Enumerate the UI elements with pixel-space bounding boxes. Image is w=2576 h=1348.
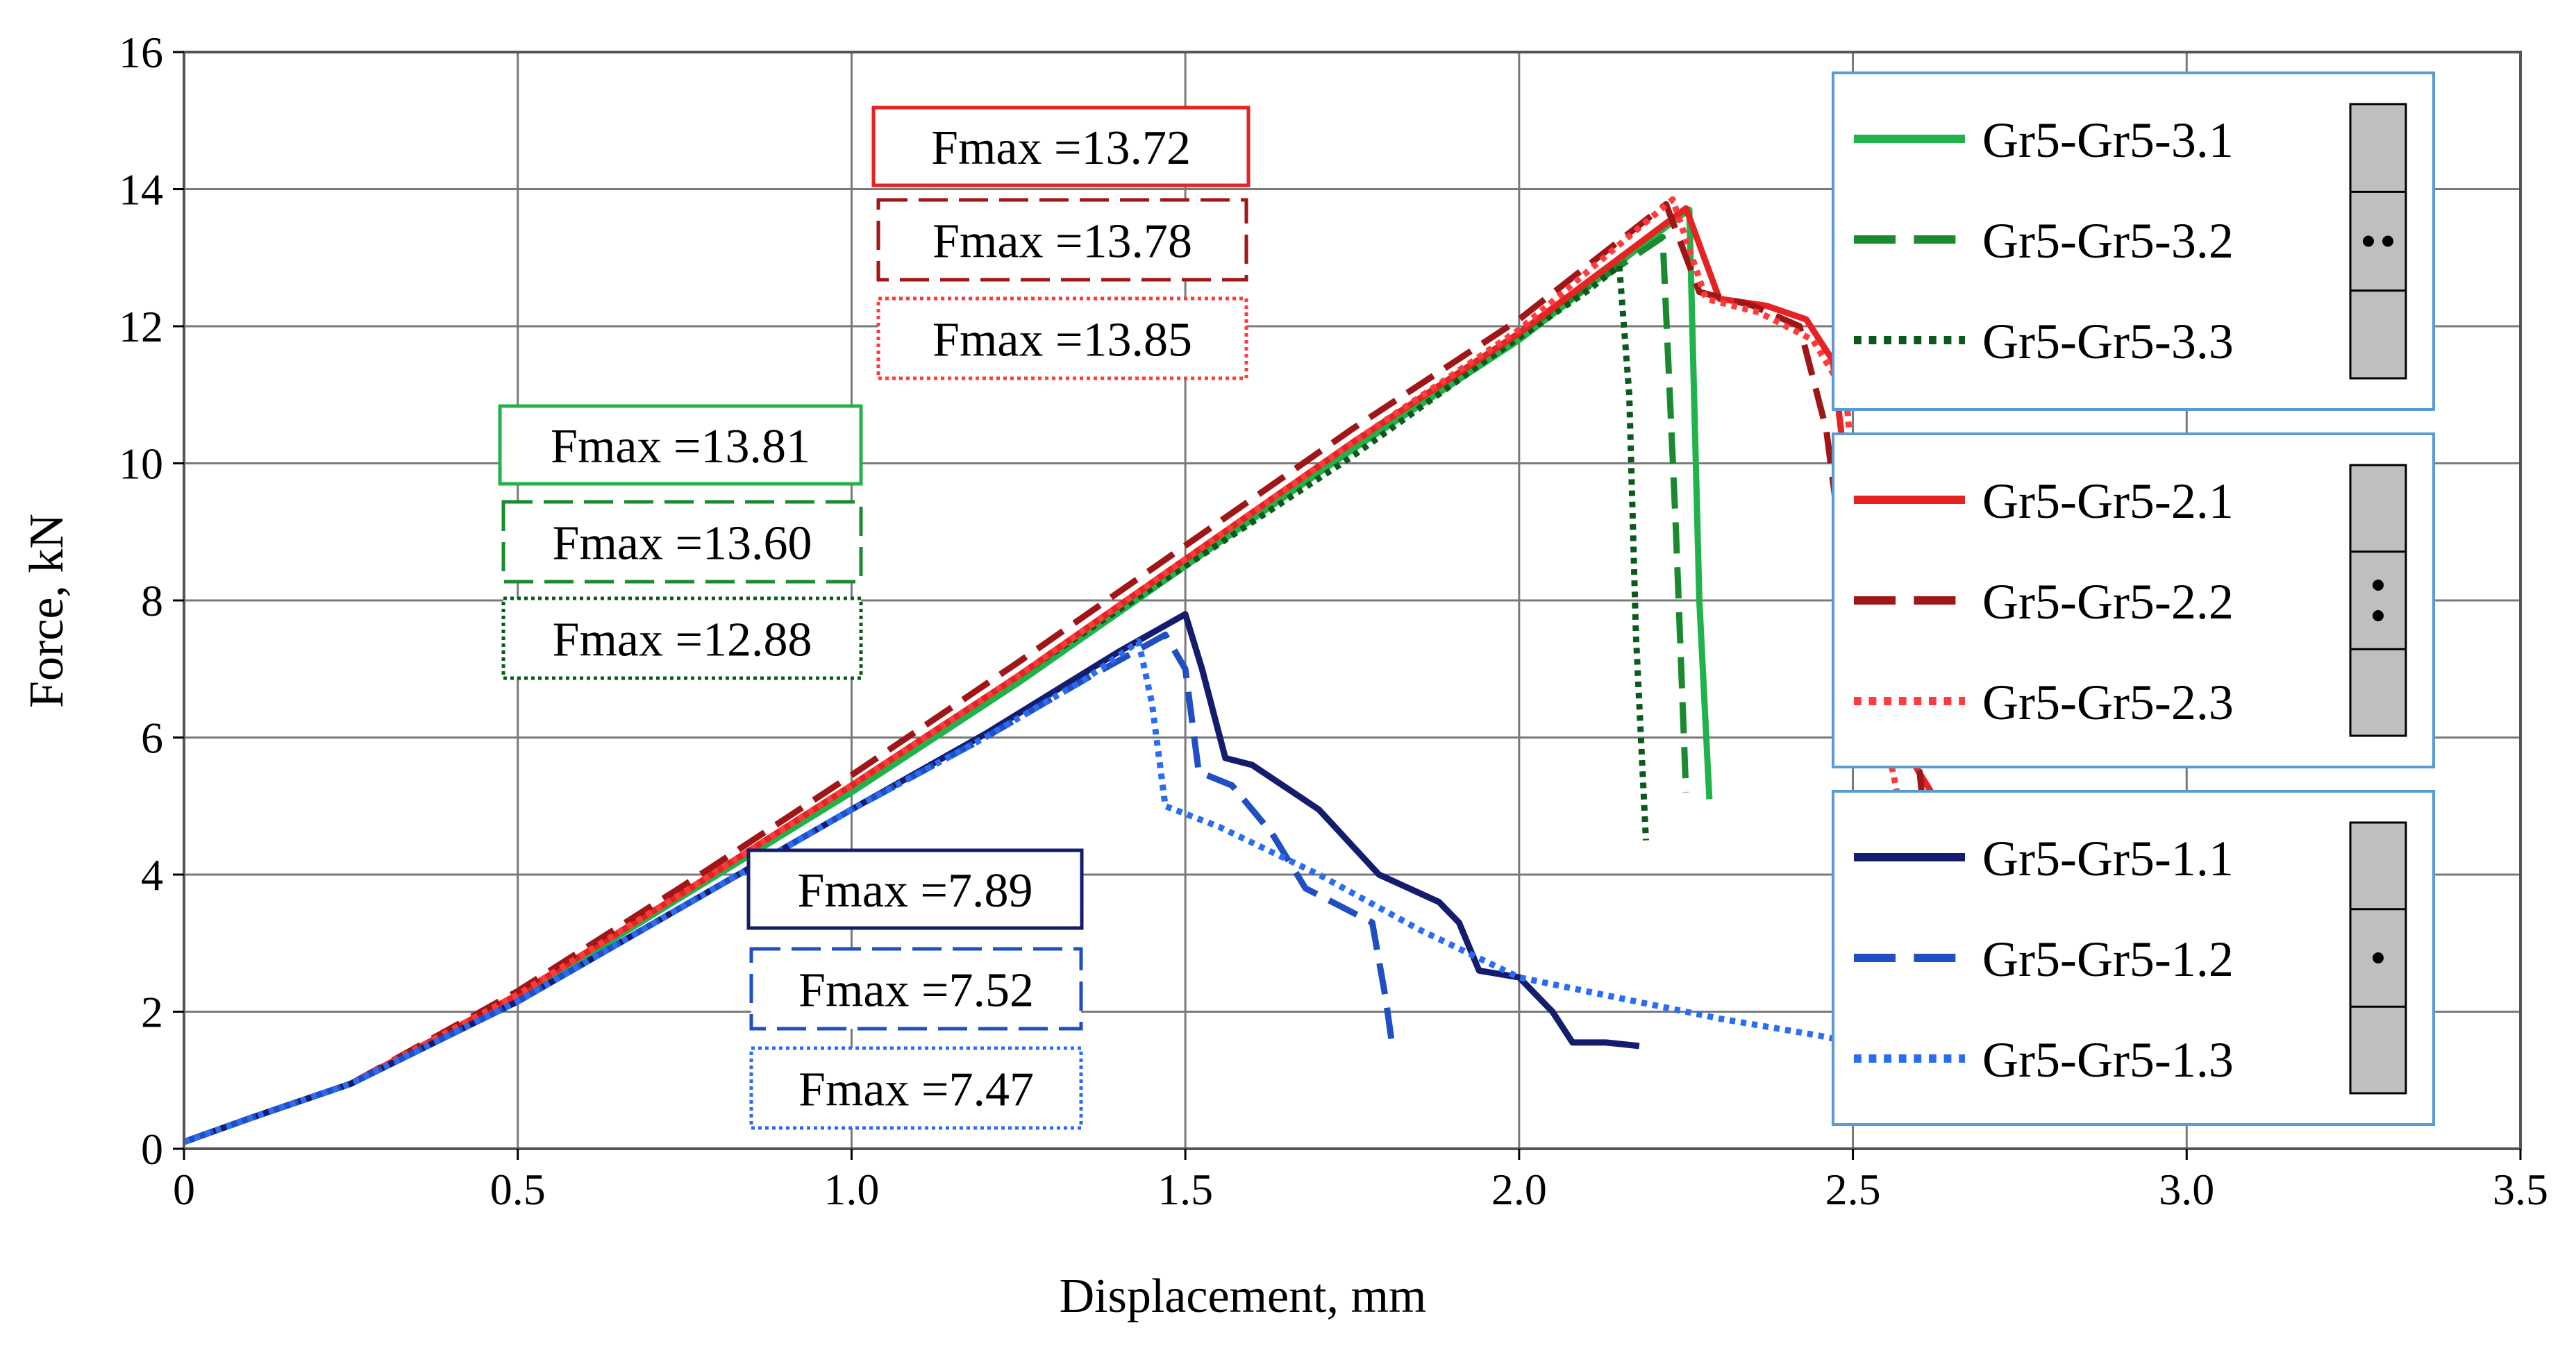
fmax-annotation: Fmax =13.60 <box>501 500 863 584</box>
x-tick-label: 1.0 <box>823 1165 879 1214</box>
fmax-annotation: Fmax =13.81 <box>498 404 863 486</box>
y-tick-label: 16 <box>119 28 163 77</box>
fmax-label: Fmax =12.88 <box>553 614 812 667</box>
axes: 0 0.5 1.0 1.5 2.0 2.5 3.0 3.5 0 2 4 6 8 10 12 14 16 <box>119 28 2548 1214</box>
x-tick-label: 2.5 <box>1825 1165 1881 1214</box>
x-tick-label: 1.5 <box>1157 1165 1213 1214</box>
fmax-box <box>501 500 863 584</box>
legend-label: Gr5-Gr5-1.1 <box>1982 831 2234 886</box>
fmax-label: Fmax =13.78 <box>932 215 1192 269</box>
legend-label: Gr5-Gr5-2.1 <box>1982 473 2234 529</box>
fmax-annotation: Fmax =7.89 <box>746 848 1084 930</box>
specimen-icon <box>2349 103 2407 380</box>
fmax-label: Fmax =7.52 <box>798 964 1034 1018</box>
legend-group: Gr5-Gr5-1.1 Gr5-Gr5-1.2 Gr5-Gr5-1.3 <box>1832 790 2435 1126</box>
fmax-label: Fmax =7.47 <box>798 1063 1034 1117</box>
fmax-box <box>501 596 863 680</box>
fmax-label: Fmax =13.85 <box>932 314 1192 367</box>
fmax-annotation: Fmax =13.85 <box>876 296 1248 380</box>
y-tick-label: 12 <box>119 302 163 351</box>
x-tick-label: 2.0 <box>1491 1165 1547 1214</box>
x-tick-label: 3.0 <box>2159 1165 2214 1214</box>
series-line-Gr5-Gr5-1.2 <box>183 631 1396 1145</box>
fmax-label: Fmax =13.81 <box>551 420 810 473</box>
series-line-Gr5-Gr5-1.3 <box>183 638 1921 1145</box>
legend-label: Gr5-Gr5-3.1 <box>1982 112 2234 168</box>
legend-group: Gr5-Gr5-3.1 Gr5-Gr5-3.2 Gr5-Gr5-3.3 <box>1832 71 2435 411</box>
fmax-box <box>498 404 863 486</box>
legend-label: Gr5-Gr5-1.2 <box>1982 932 2234 987</box>
fmax-box <box>876 198 1248 282</box>
fmax-annotation: Fmax =7.52 <box>749 947 1083 1031</box>
x-axis-title: Displacement, mm <box>1060 1270 1427 1323</box>
fmax-label: Fmax =7.89 <box>798 864 1033 918</box>
fmax-annotation: Fmax =13.78 <box>876 198 1248 282</box>
fmax-annotation: Fmax =7.47 <box>749 1046 1083 1130</box>
fmax-box <box>749 947 1083 1031</box>
legend-label: Gr5-Gr5-3.3 <box>1982 314 2234 369</box>
fmax-label: Fmax =13.72 <box>931 121 1191 175</box>
legend-label: Gr5-Gr5-1.3 <box>1982 1032 2234 1088</box>
fastener-dot-icon <box>2373 580 2384 591</box>
y-tick-label: 4 <box>141 850 163 900</box>
legend: Gr5-Gr5-3.1Gr5-Gr5-3.2Gr5-Gr5-3.3Gr5-Gr5… <box>1832 71 2435 1126</box>
fastener-dot-icon <box>2363 235 2374 247</box>
y-tick-label: 0 <box>141 1124 163 1174</box>
y-tick-label: 10 <box>119 439 163 489</box>
fmax-box <box>876 296 1248 380</box>
x-tick-label: 0 <box>173 1165 195 1214</box>
fastener-dot-icon <box>2373 952 2384 963</box>
x-tick-label: 0.5 <box>490 1165 546 1214</box>
legend-label: Gr5-Gr5-2.3 <box>1982 675 2234 730</box>
fmax-box <box>749 1046 1083 1130</box>
legend-label: Gr5-Gr5-2.2 <box>1982 574 2234 630</box>
y-tick-label: 2 <box>141 988 163 1037</box>
annotations: Fmax =13.72 Fmax =13.78 Fmax =13.85 Fmax =1… <box>498 106 1251 1130</box>
legend-group: Gr5-Gr5-2.1 Gr5-Gr5-2.2 Gr5-Gr5-2.3 <box>1832 432 2435 768</box>
fastener-dot-icon <box>2382 235 2393 247</box>
y-axis-title: Force, kN <box>20 514 74 708</box>
y-tick-label: 8 <box>141 576 163 625</box>
fmax-box <box>746 848 1084 930</box>
fmax-box <box>871 106 1251 187</box>
legend-label: Gr5-Gr5-3.2 <box>1982 213 2234 269</box>
x-tick-label: 3.5 <box>2493 1165 2548 1214</box>
specimen-icon <box>2349 464 2407 737</box>
y-tick-label: 6 <box>141 714 163 763</box>
y-tick-label: 14 <box>119 165 163 214</box>
fmax-label: Fmax =13.60 <box>553 517 812 571</box>
fmax-annotation: Fmax =13.72 <box>871 106 1251 187</box>
fmax-annotation: Fmax =12.88 <box>501 596 863 680</box>
fastener-dot-icon <box>2373 610 2384 621</box>
